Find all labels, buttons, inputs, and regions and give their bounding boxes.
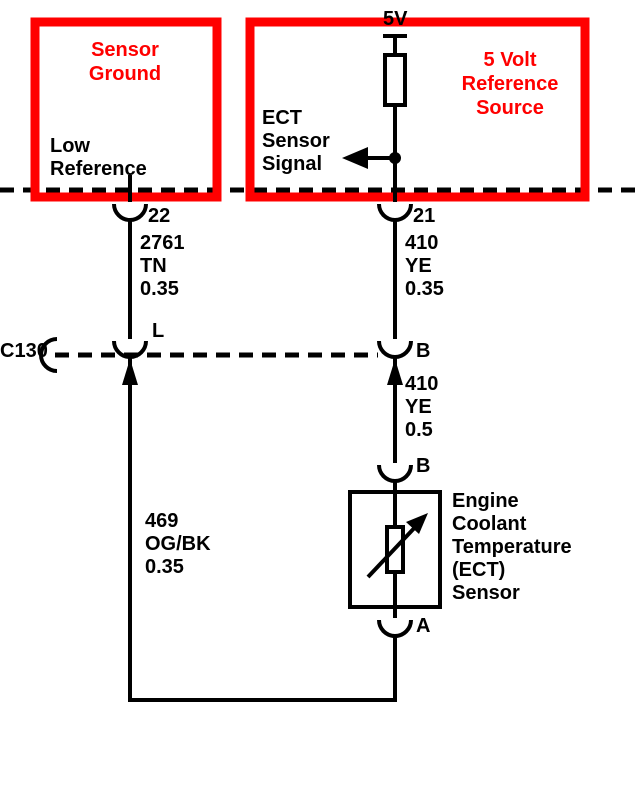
wire3-id-label: 410 (405, 373, 438, 396)
pin-a-label: A (416, 615, 430, 638)
ect-sensor-name-label: EngineCoolantTemperature(ECT)Sensor (452, 490, 572, 605)
pin-b-top-label: B (416, 340, 430, 363)
pin-l-label: L (152, 320, 164, 343)
signal-arrow-head-icon (342, 147, 368, 169)
pullup-resistor-icon (385, 55, 405, 105)
wire3-color-label: YE (405, 396, 432, 419)
wire1-id-label: 2761 (140, 232, 185, 255)
wire1-color-label: TN (140, 255, 167, 278)
spade-left-icon (122, 359, 138, 385)
conn-half-c130-b (379, 341, 411, 357)
pin-22-label: 22 (148, 205, 170, 228)
pin-b-mid-label: B (416, 455, 430, 478)
ect-signal-label: ECTSensorSignal (262, 107, 330, 176)
wire2-color-label: YE (405, 255, 432, 278)
wire2-gauge-label: 0.35 (405, 278, 444, 301)
five-v-ref-label: 5 VoltReferenceSource (450, 48, 570, 120)
c130-label: C130 (0, 340, 48, 363)
wire4-id-label: 469 (145, 510, 178, 533)
wire4-gauge-label: 0.35 (145, 556, 184, 579)
five-v-label: 5V (383, 8, 407, 31)
conn-half-sensor-a (379, 620, 411, 636)
wire4-color-label: OG/BK (145, 533, 211, 556)
wire3-gauge-label: 0.5 (405, 419, 433, 442)
wire1-gauge-label: 0.35 (140, 278, 179, 301)
wire2-id-label: 410 (405, 232, 438, 255)
sensor-ground-label: SensorGround (60, 38, 190, 86)
conn-half-21 (379, 204, 411, 220)
pin-21-label: 21 (413, 205, 435, 228)
spade-right-icon (387, 359, 403, 385)
conn-half-sensor-b (379, 465, 411, 481)
conn-half-22 (114, 204, 146, 220)
low-ref-label: LowReference (50, 135, 147, 181)
